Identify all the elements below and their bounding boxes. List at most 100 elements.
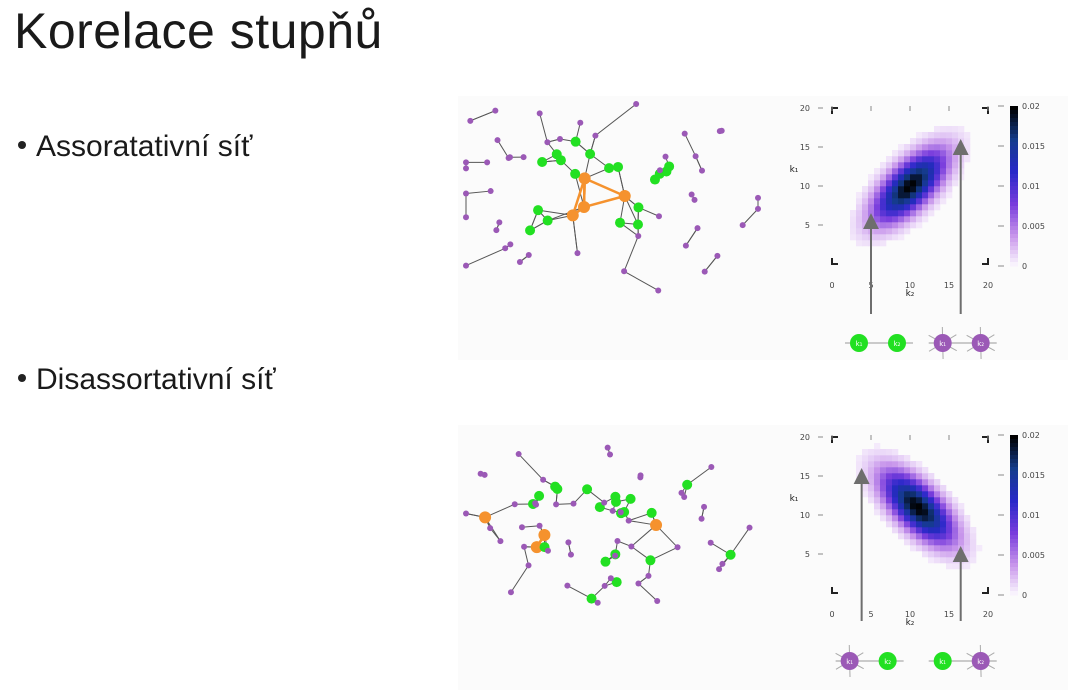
heatmap-cell: [916, 491, 922, 497]
heatmap-plot: 201510505101520k₁k₂0.020.0150.010.0050k₁…: [790, 102, 1045, 359]
network-edge: [466, 248, 505, 265]
heatmap-cell: [952, 527, 958, 533]
heatmap-cell: [886, 228, 892, 234]
y-tick-label: 5: [805, 550, 810, 559]
heatmap-cell: [880, 473, 886, 479]
colorbar-cell: [1010, 178, 1018, 183]
heatmap-cell: [850, 222, 856, 228]
heatmap-cell: [880, 192, 886, 198]
colorbar-cell: [1010, 443, 1018, 448]
heatmap-cell: [880, 455, 886, 461]
plot-corner: [982, 437, 988, 443]
heatmap-cell: [904, 509, 910, 515]
colorbar-cell: [1010, 451, 1018, 456]
heatmap-cell: [940, 539, 946, 545]
colorbar-cell: [1010, 118, 1018, 123]
slide-title: Korelace stupňů: [14, 2, 383, 60]
heatmap-cell: [904, 533, 910, 539]
heatmap-cell: [952, 509, 958, 515]
network-node-low: [663, 154, 669, 160]
heatmap-cell: [952, 132, 958, 138]
colorbar-cell: [1010, 527, 1018, 532]
heatmap-cell: [928, 150, 934, 156]
heatmap-cell: [946, 533, 952, 539]
network-node-low: [678, 490, 684, 496]
heatmap-cell: [952, 521, 958, 527]
heatmap-cell: [910, 539, 916, 545]
heatmap-cell: [946, 144, 952, 150]
heatmap-cell: [862, 198, 868, 204]
heatmap-cell: [892, 228, 898, 234]
colorbar-cell: [1010, 567, 1018, 572]
network-node-low: [595, 600, 601, 606]
heatmap-cell: [874, 240, 880, 246]
y-axis-label: k₁: [790, 165, 799, 175]
colorbar-cell: [1010, 559, 1018, 564]
heatmap-cell: [874, 198, 880, 204]
plot-corner: [832, 108, 838, 114]
colorbar-cell: [1010, 463, 1018, 468]
plot-corner: [832, 258, 838, 264]
colorbar-cell: [1010, 487, 1018, 492]
heatmap-cell: [940, 162, 946, 168]
heatmap-cell: [862, 234, 868, 240]
colorbar-cell: [1010, 435, 1018, 440]
heatmap-cell: [898, 192, 904, 198]
colorbar-cell: [1010, 551, 1018, 556]
heatmap-cell: [886, 162, 892, 168]
colorbar-cell: [1010, 242, 1018, 247]
heatmap-cell: [946, 132, 952, 138]
heatmap-cell: [886, 473, 892, 479]
network-node-low: [512, 501, 518, 507]
heatmap-cell: [928, 156, 934, 162]
heatmap-cell: [868, 485, 874, 491]
heatmap-cell: [886, 156, 892, 162]
colorbar-cell: [1010, 246, 1018, 251]
heatmap-cell: [934, 521, 940, 527]
heatmap-cell: [940, 521, 946, 527]
network-node-low: [692, 197, 698, 203]
heatmap-cell: [856, 222, 862, 228]
heatmap-cell: [934, 144, 940, 150]
network-node-low: [488, 188, 494, 194]
heatmap-cell: [946, 509, 952, 515]
network-node-low: [544, 139, 550, 145]
heatmap-cell: [904, 228, 910, 234]
heatmap-cell: [964, 132, 970, 138]
heatmap-cell: [910, 473, 916, 479]
network-node-mid: [582, 484, 592, 494]
network-node-low: [545, 548, 551, 554]
heatmap-cell: [868, 449, 874, 455]
heatmap-cell: [946, 162, 952, 168]
network-node-high: [579, 172, 591, 184]
colorbar-cell: [1010, 142, 1018, 147]
heatmap-cell: [904, 222, 910, 228]
network-node-low: [484, 159, 490, 165]
network-node-mid: [533, 205, 543, 215]
colorbar-cell: [1010, 479, 1018, 484]
heatmap-cell: [892, 216, 898, 222]
pair-node-label: k₁: [939, 658, 946, 666]
heatmap-cell: [892, 479, 898, 485]
plot-corner: [832, 587, 838, 593]
heatmap-cell: [922, 186, 928, 192]
colorbar-cell: [1010, 226, 1018, 231]
heatmap-cell: [910, 467, 916, 473]
colorbar-cell: [1010, 130, 1018, 135]
network-node-low: [657, 167, 663, 173]
heatmap-cell: [922, 485, 928, 491]
colorbar-cell: [1010, 483, 1018, 488]
heatmap-cell: [904, 521, 910, 527]
network-node-low: [592, 133, 598, 139]
heatmap-cell: [934, 539, 940, 545]
heatmap-cell: [862, 222, 868, 228]
heatmap-cell: [874, 234, 880, 240]
colorbar-cell: [1010, 166, 1018, 171]
network-node-low: [467, 118, 473, 124]
network-node-high: [567, 209, 579, 221]
heatmap-cell: [904, 156, 910, 162]
heatmap-cell: [964, 557, 970, 563]
network-node-mid: [534, 491, 544, 501]
heatmap-cell: [916, 497, 922, 503]
heatmap-cell: [898, 216, 904, 222]
